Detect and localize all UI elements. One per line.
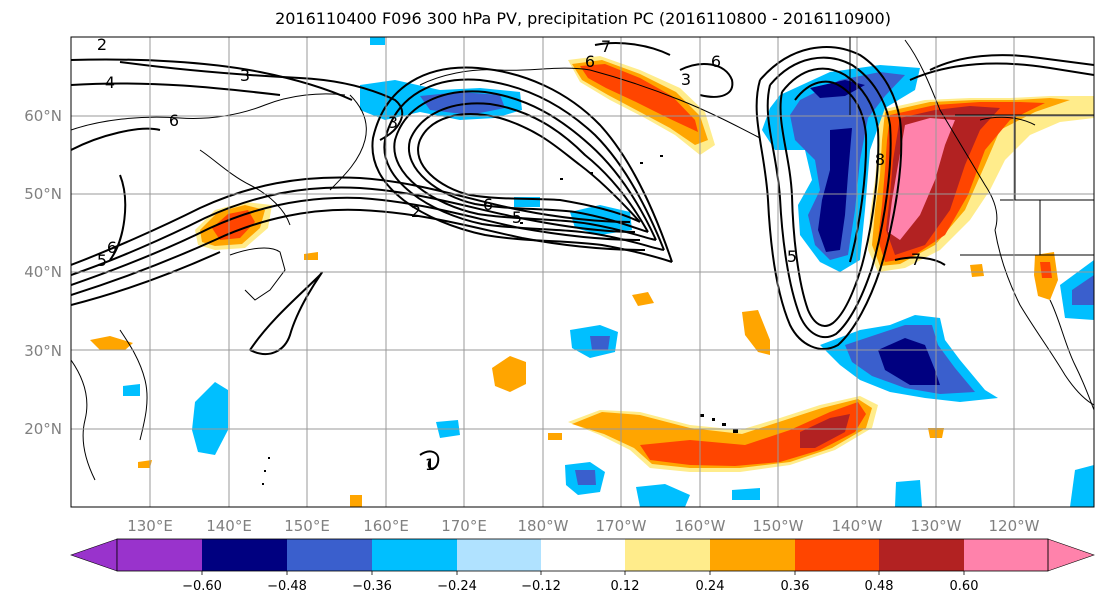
colorbar-swatch [795, 539, 879, 571]
lon-label: 170°E [441, 517, 487, 535]
contour-label: 2 [411, 202, 421, 221]
colorbar: −0.60 −0.48 −0.36 −0.24 −0.12 0.12 0.24 … [70, 538, 1095, 594]
pv-contours [71, 42, 1094, 470]
colorbar-tick-label: 0.60 [950, 579, 979, 594]
lon-label: 160°E [363, 517, 409, 535]
lat-label-30n: 30°N [24, 342, 62, 360]
contour-label: 1 [425, 455, 435, 474]
lon-label: 130°W [911, 517, 962, 535]
colorbar-tick-label: −0.24 [437, 579, 477, 594]
contour-label: 3 [240, 66, 250, 85]
contour-label: 6 [107, 238, 117, 257]
lon-label: 150°E [284, 517, 330, 535]
coastlines [71, 37, 1094, 481]
colorbar-swatch [710, 539, 795, 571]
lon-label: 150°W [753, 517, 804, 535]
precip-negative-shading [123, 37, 1094, 507]
contour-label: 5 [512, 208, 522, 227]
contour-label: 6 [169, 111, 179, 130]
colorbar-swatch [117, 539, 202, 571]
lat-label-40n: 40°N [24, 263, 62, 281]
longitude-labels: 130°E 140°E 150°E 160°E 170°E 180°W 170°… [127, 517, 1039, 535]
colorbar-swatch [287, 539, 372, 571]
contour-label: 3 [388, 113, 398, 132]
lat-label-50n: 50°N [24, 185, 62, 203]
pv-contour-labels: 2 3 4 6 7 6 6 3 6 5 2 8 5 5 6 7 3 1 [97, 35, 921, 474]
lon-label: 170°W [596, 517, 647, 535]
islands [262, 155, 738, 485]
colorbar-tick-label: 0.24 [696, 579, 725, 594]
colorbar-swatch [202, 539, 287, 571]
colorbar-tick-label: 0.48 [865, 579, 894, 594]
contour-label: 2 [97, 35, 107, 54]
colorbar-swatch [879, 539, 964, 571]
contour-label: 5 [787, 247, 797, 266]
colorbar-swatch [457, 539, 541, 571]
map-panel: 2 3 4 6 7 6 6 3 6 5 2 8 5 5 6 7 3 1 [71, 35, 1094, 507]
contour-label: 4 [105, 73, 115, 92]
contour-label: 7 [911, 250, 921, 269]
lon-label: 120°W [989, 517, 1040, 535]
colorbar-swatch [625, 539, 710, 571]
colorbar-tick-label: −0.36 [352, 579, 392, 594]
colorbar-tick-label: 0.36 [781, 579, 810, 594]
lon-label: 140°W [832, 517, 883, 535]
colorbar-swatch [1047, 538, 1095, 572]
lon-label: 130°E [127, 517, 173, 535]
contour-label: 6 [711, 52, 721, 71]
contour-label: 7 [601, 37, 611, 56]
colorbar-swatch [372, 539, 457, 571]
lon-label: 160°W [675, 517, 726, 535]
lat-label-20n: 20°N [24, 420, 62, 438]
contour-label: 8 [875, 150, 885, 169]
contour-label: 5 [97, 251, 107, 270]
colorbar-tick-label: −0.48 [267, 579, 307, 594]
colorbar-swatch [964, 539, 1048, 571]
colorbar-swatch [541, 539, 625, 571]
lon-label: 140°E [206, 517, 252, 535]
contour-label: 6 [585, 52, 595, 71]
colorbar-tick-label: 0.12 [611, 579, 640, 594]
graticule [71, 37, 1094, 507]
colorbar-tick-label: −0.60 [182, 579, 222, 594]
contour-label: 6 [483, 195, 493, 214]
lat-label-60n: 60°N [24, 107, 62, 125]
map-frame [70, 36, 1095, 508]
colorbar-swatch [70, 538, 118, 572]
latitude-labels: 60°N 50°N 40°N 30°N 20°N [24, 107, 62, 438]
colorbar-tick-label: −0.12 [521, 579, 561, 594]
lon-label: 180°W [518, 517, 569, 535]
contour-label: 3 [681, 70, 691, 89]
map-title: 2016110400 F096 300 hPa PV, precipitatio… [275, 9, 891, 28]
